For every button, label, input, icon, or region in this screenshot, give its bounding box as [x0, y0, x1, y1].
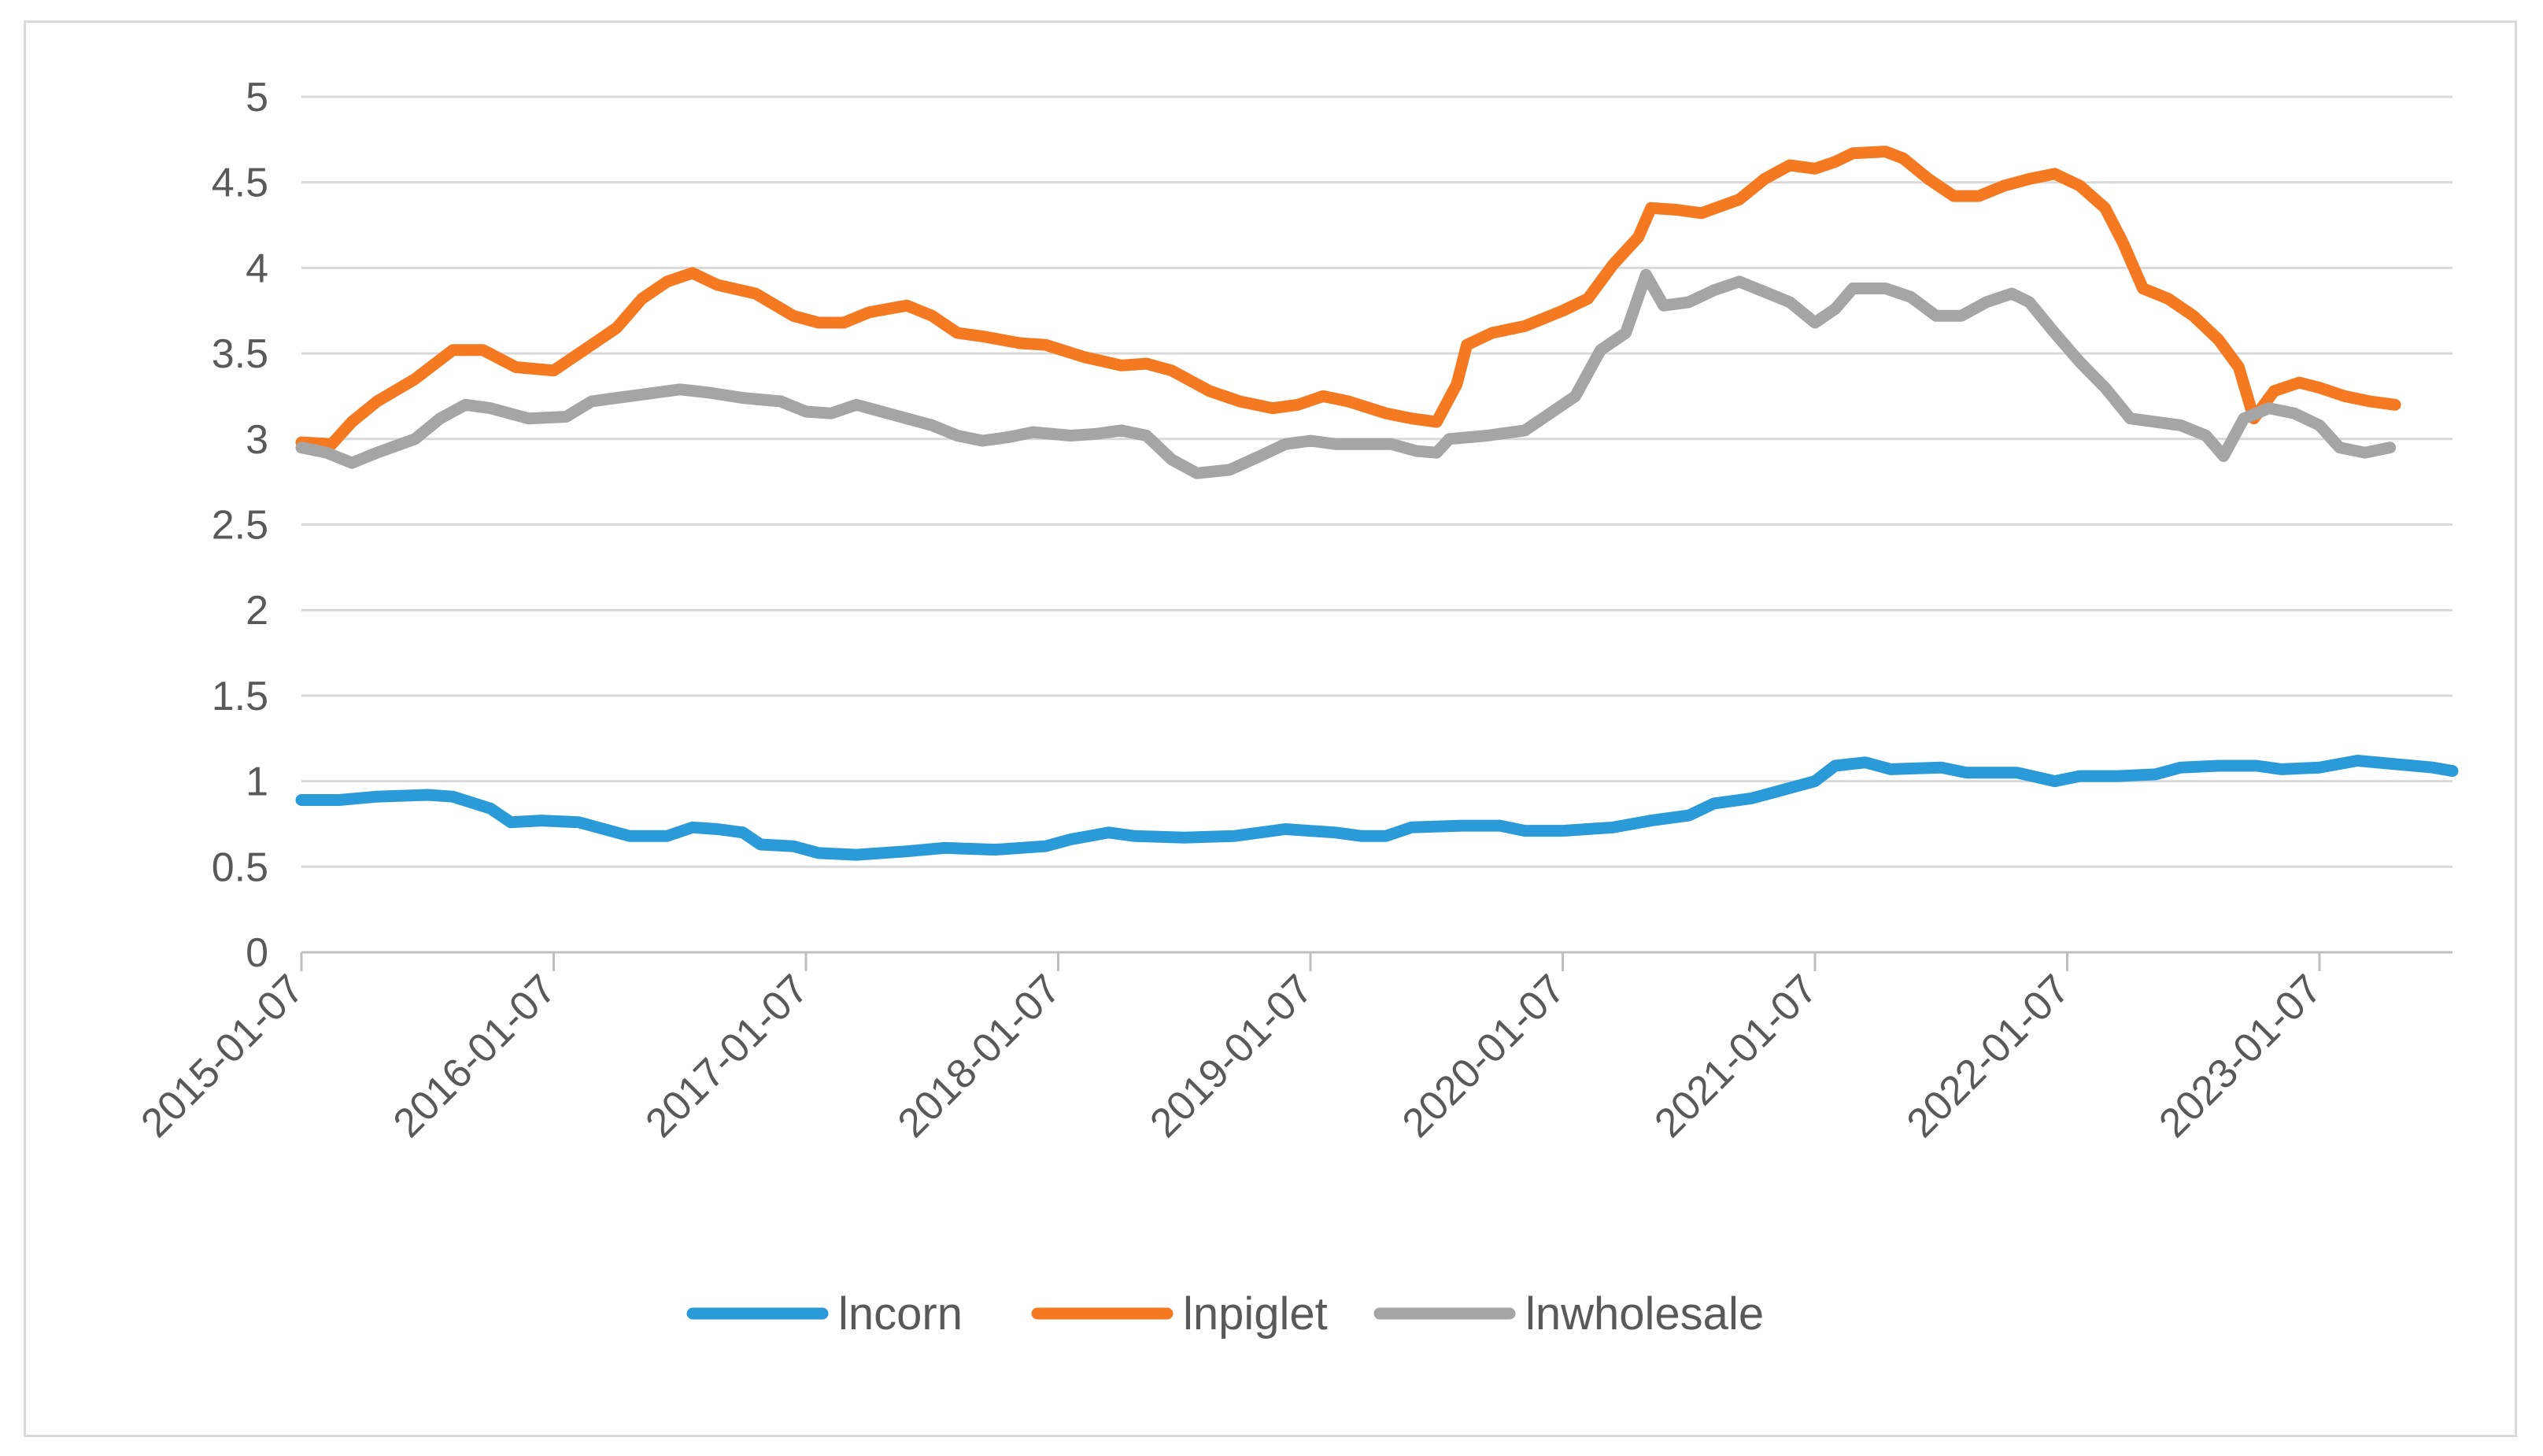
y-axis-ticks: 0 0.5 1 1.5 2 2.5 3 3.5 4 4.5 5	[212, 75, 268, 976]
x-tick-label: 2020-01-07	[1394, 966, 1574, 1146]
y-tick-label: 1.5	[212, 674, 268, 719]
y-tick-label: 0.5	[212, 844, 268, 890]
y-tick-label: 3.5	[212, 331, 268, 377]
x-axis-ticks: 2015-01-07 2016-01-07 2017-01-07 2018-01-07…	[132, 952, 2330, 1147]
y-tick-label: 4	[246, 246, 268, 291]
series-lines	[295, 146, 2459, 861]
x-tick-label: 2023-01-07	[2150, 966, 2330, 1146]
y-tick-label: 2.5	[212, 503, 268, 549]
x-tick-label: 2019-01-07	[1141, 966, 1321, 1146]
legend-label-lnwholesale: lnwholesale	[1525, 1288, 1764, 1340]
x-tick-label: 2018-01-07	[889, 966, 1070, 1146]
x-tick-label: 2021-01-07	[1646, 966, 1826, 1146]
y-tick-label: 3	[246, 417, 268, 463]
legend-label-lnpiglet: lnpiglet	[1183, 1288, 1328, 1340]
x-tick-label: 2016-01-07	[385, 966, 565, 1146]
y-tick-label: 1	[246, 759, 268, 805]
y-tick-label: 0	[246, 930, 268, 976]
series-line-lnwholesale	[295, 268, 2397, 479]
chart-frame: 0 0.5 1 1.5 2 2.5 3 3.5 4 4.5 5 2015-01-07 2016-01-…	[24, 20, 2517, 1437]
series-line-lncorn	[295, 755, 2459, 861]
x-tick-label: 2022-01-07	[1898, 966, 2079, 1146]
legend-label-lncorn: lncorn	[838, 1288, 963, 1340]
x-tick-label: 2015-01-07	[132, 966, 312, 1146]
y-tick-label: 5	[246, 75, 268, 120]
y-tick-label: 4.5	[212, 161, 268, 206]
series-line-lnpiglet	[295, 146, 2401, 450]
gridlines	[301, 95, 2452, 868]
line-chart: 0 0.5 1 1.5 2 2.5 3 3.5 4 4.5 5 2015-01-07 2016-01-…	[132, 75, 2459, 1340]
y-tick-label: 2	[246, 588, 268, 634]
legend: lncorn lnpiglet lnwholesale	[686, 1288, 1764, 1340]
x-tick-label: 2017-01-07	[637, 966, 817, 1146]
